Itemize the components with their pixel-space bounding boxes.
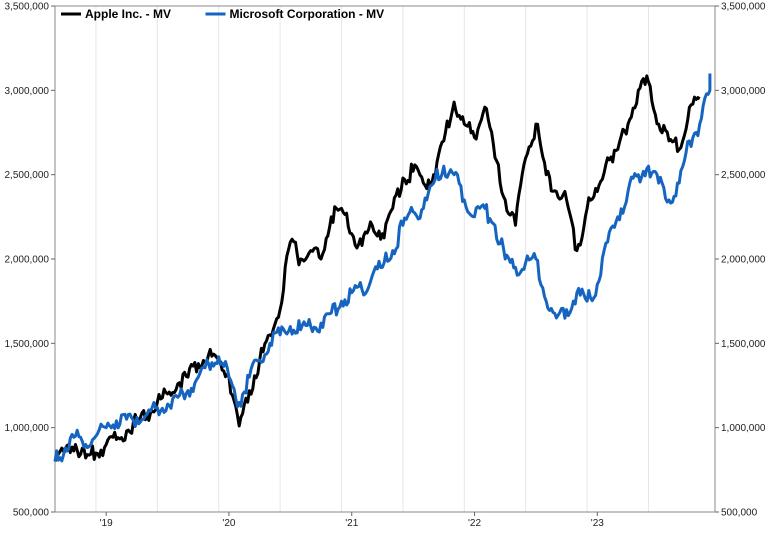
legend: Apple Inc. - MV Microsoft Corporation - M… bbox=[61, 7, 384, 21]
legend-label: Microsoft Corporation - MV bbox=[230, 7, 385, 21]
x-tick-label: '22 bbox=[468, 518, 481, 529]
y-tick-label-right: 3,500,000 bbox=[721, 2, 766, 13]
x-tick-label: '23 bbox=[591, 518, 604, 529]
y-tick-label-right: 2,500,000 bbox=[721, 170, 766, 181]
y-tick-label-left: 3,000,000 bbox=[5, 86, 50, 97]
y-tick-label-left: 2,000,000 bbox=[5, 255, 50, 266]
gridlines bbox=[95, 6, 649, 512]
series-line-microsoft bbox=[53, 73, 712, 463]
x-tick-label: '20 bbox=[222, 518, 235, 529]
y-tick-label-right: 1,500,000 bbox=[721, 339, 766, 350]
y-tick-label-left: 1,500,000 bbox=[5, 339, 50, 350]
y-tick-label-right: 3,000,000 bbox=[721, 86, 766, 97]
y-tick-label-left: 2,500,000 bbox=[5, 170, 50, 181]
y-tick-label-right: 2,000,000 bbox=[721, 255, 766, 266]
legend-label: Apple Inc. - MV bbox=[85, 7, 171, 21]
x-tick-label: '19 bbox=[100, 518, 113, 529]
series-lines bbox=[53, 73, 712, 463]
x-tick-label: '21 bbox=[345, 518, 358, 529]
series-line-apple bbox=[53, 74, 701, 462]
axes: 500,000 500,000 1,000,000 1,000,000 1,500,00… bbox=[5, 2, 766, 530]
y-tick-label-left: 3,500,000 bbox=[5, 2, 50, 13]
y-tick-label-left: 1,000,000 bbox=[5, 423, 50, 434]
y-tick-label-right: 500,000 bbox=[721, 508, 758, 519]
y-tick-label-left: 500,000 bbox=[13, 508, 50, 519]
y-tick-label-right: 1,000,000 bbox=[721, 423, 766, 434]
